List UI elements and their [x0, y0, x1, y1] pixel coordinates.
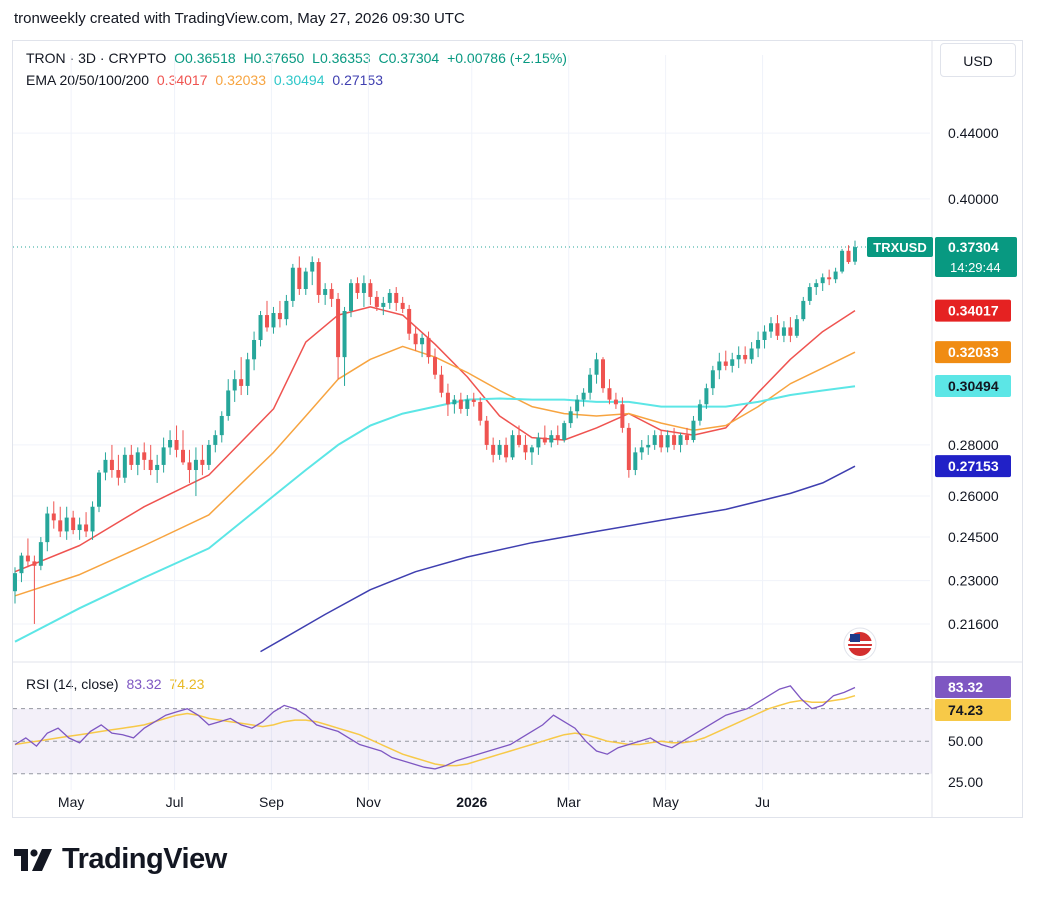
tradingview-logo[interactable]: TradingView — [14, 843, 227, 876]
change-value: +0.00786 (+2.15%) — [447, 50, 567, 66]
ema50-value: 0.32033 — [215, 72, 266, 88]
currency-button[interactable]: USD — [940, 43, 1016, 77]
price-legend: TRON · 3D · CRYPTO O0.36518 H0.37650 L0.… — [26, 50, 571, 66]
ema200-value: 0.27153 — [332, 72, 383, 88]
tradingview-logo-icon — [14, 848, 52, 871]
brand-name: TradingView — [62, 843, 227, 875]
rsi-label[interactable]: RSI (14, close) — [26, 676, 119, 692]
chart-frame — [12, 40, 1023, 818]
rsi-value: 83.32 — [126, 676, 162, 692]
ema100-value: 0.30494 — [273, 72, 325, 88]
ema-label[interactable]: EMA 20/50/100/200 — [26, 72, 149, 88]
close-value: C0.37304 — [378, 50, 440, 66]
low-value: L0.36353 — [312, 50, 371, 66]
open-value: O0.36518 — [174, 50, 236, 66]
symbol-label[interactable]: TRON · 3D · CRYPTO — [26, 50, 167, 66]
high-value: H0.37650 — [243, 50, 305, 66]
ema-legend: EMA 20/50/100/200 0.34017 0.32033 0.3049… — [26, 72, 387, 88]
rsi-legend: RSI (14, close) 83.32 74.23 — [26, 676, 208, 692]
rsi-ma-value: 74.23 — [169, 676, 205, 692]
ema20-value: 0.34017 — [156, 72, 208, 88]
chart-caption: tronweekly created with TradingView.com,… — [14, 10, 465, 27]
